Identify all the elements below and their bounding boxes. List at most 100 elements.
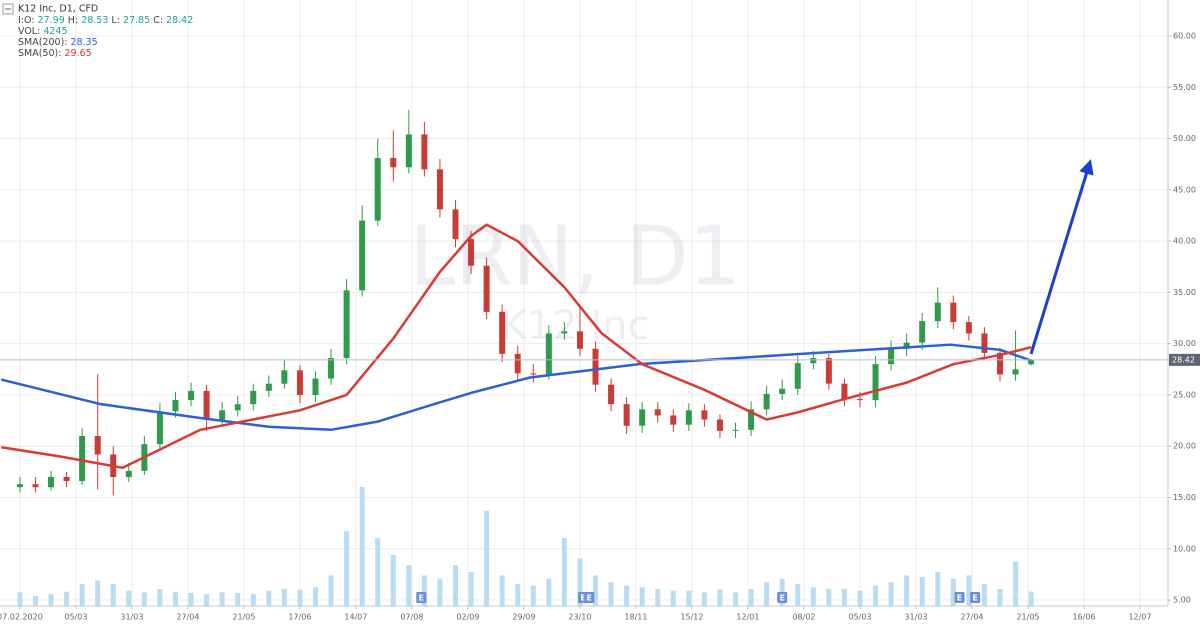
volume-bar bbox=[266, 590, 272, 606]
volume-bar bbox=[95, 580, 101, 606]
y-tick-label: 5.00 bbox=[1173, 596, 1191, 605]
volume-bar bbox=[686, 590, 692, 606]
x-tick-label: 31/03 bbox=[904, 613, 927, 622]
x-tick-label: 02/09 bbox=[456, 613, 479, 622]
candle-body bbox=[965, 322, 972, 334]
last-price-tag bbox=[1169, 353, 1200, 366]
watermark-name: K12 Inc bbox=[501, 303, 650, 349]
candle-body bbox=[405, 134, 412, 168]
x-tick-label: 15/12 bbox=[680, 613, 703, 622]
volume-bar bbox=[639, 587, 645, 606]
volume-bar bbox=[981, 583, 987, 606]
candle-body bbox=[359, 220, 366, 291]
candle-body bbox=[950, 302, 957, 323]
header-prefix: I: bbox=[18, 15, 24, 26]
y-tick-label: 20.00 bbox=[1173, 442, 1196, 451]
volume-bar bbox=[733, 592, 739, 606]
candle-body bbox=[623, 404, 630, 426]
legend-entry: SMA(50): 29.65 bbox=[18, 48, 92, 59]
sma-line bbox=[1, 223, 1032, 470]
y-tick-label: 40.00 bbox=[1173, 237, 1196, 246]
candle-body bbox=[545, 333, 552, 375]
y-tick-label: 25.00 bbox=[1173, 390, 1196, 399]
volume-bar bbox=[997, 589, 1003, 606]
candle-body bbox=[561, 331, 568, 334]
candle-body bbox=[48, 476, 55, 488]
x-tick-label: 23/10 bbox=[568, 613, 591, 622]
header-label: H: bbox=[68, 15, 78, 26]
candle-body bbox=[841, 383, 848, 400]
x-tick-label: 21/05 bbox=[1016, 613, 1039, 622]
y-tick-label: 50.00 bbox=[1173, 134, 1196, 143]
header-value: 28.53 bbox=[81, 15, 108, 26]
header-label: O: bbox=[24, 15, 35, 26]
candle-body bbox=[328, 358, 335, 379]
volume-bar bbox=[437, 578, 443, 606]
volume-bar bbox=[32, 595, 38, 606]
event-marker bbox=[777, 592, 788, 603]
x-tick-label: 14/07 bbox=[344, 613, 367, 622]
volume-bar bbox=[748, 589, 754, 606]
candle-body bbox=[514, 353, 521, 374]
volume-bar bbox=[624, 585, 630, 606]
candle-body bbox=[639, 409, 646, 426]
volume-bar bbox=[188, 593, 194, 606]
volume-bar bbox=[950, 578, 956, 606]
volume-bar bbox=[484, 510, 490, 606]
candle-body bbox=[156, 411, 163, 445]
candle-body bbox=[825, 358, 832, 384]
candle-body bbox=[296, 370, 303, 395]
header-label: L: bbox=[111, 15, 120, 26]
overlay: 5.00 10.00 15.00 20.00 25.00 30.00 35.00 40.00 4… bbox=[0, 31, 1200, 622]
candle-body bbox=[468, 239, 475, 266]
volume-bar bbox=[795, 583, 801, 606]
volume-bar bbox=[499, 575, 505, 606]
event-label: E bbox=[779, 594, 784, 603]
volume-bar bbox=[281, 589, 287, 606]
candle-body bbox=[79, 435, 86, 482]
candle-body bbox=[63, 476, 70, 482]
candle-body bbox=[701, 410, 708, 420]
candle-body bbox=[1012, 369, 1019, 375]
volume-bar bbox=[810, 587, 816, 606]
volume-bar bbox=[1028, 591, 1034, 606]
x-tick-label: 17/06 bbox=[288, 613, 311, 622]
volume-bar bbox=[421, 575, 427, 606]
volume-bar bbox=[1013, 561, 1019, 606]
candle-body bbox=[685, 410, 692, 425]
x-tick-label: 08/02 bbox=[792, 613, 815, 622]
candle-body bbox=[810, 358, 817, 364]
volume-bar bbox=[219, 592, 225, 606]
header-label: C: bbox=[153, 15, 163, 26]
y-tick-label: 55.00 bbox=[1173, 83, 1196, 92]
x-tick-label: 31/03 bbox=[120, 613, 143, 622]
volume-bar bbox=[375, 538, 381, 606]
volume-bar bbox=[593, 575, 599, 606]
event-marker bbox=[970, 592, 981, 603]
candle-body bbox=[312, 378, 319, 395]
candle-body bbox=[981, 333, 988, 353]
candle-body bbox=[903, 342, 910, 349]
x-tick-label: 12/07 bbox=[1128, 613, 1151, 622]
legend-label: SMA(200): bbox=[18, 37, 67, 48]
candle-body bbox=[16, 484, 23, 488]
legend-value: 29.65 bbox=[64, 48, 91, 59]
y-tick-label: 30.00 bbox=[1173, 339, 1196, 348]
x-tick-label: 05/03 bbox=[64, 613, 87, 622]
volume-bar bbox=[841, 589, 847, 606]
volume-bar bbox=[17, 592, 23, 606]
event-marker bbox=[584, 592, 595, 603]
volume-bar bbox=[172, 591, 178, 606]
candle-body bbox=[732, 429, 739, 431]
volume-layer bbox=[17, 487, 1034, 606]
forecast-arrow bbox=[1029, 159, 1094, 355]
grid bbox=[0, 0, 1171, 609]
volume-bar bbox=[764, 582, 770, 606]
volume-bar bbox=[888, 582, 894, 606]
header-value: 27.85 bbox=[123, 15, 150, 26]
candle-body bbox=[530, 373, 537, 375]
volume-bar bbox=[655, 589, 661, 606]
candle-body bbox=[483, 265, 490, 312]
candle-body bbox=[779, 388, 786, 394]
